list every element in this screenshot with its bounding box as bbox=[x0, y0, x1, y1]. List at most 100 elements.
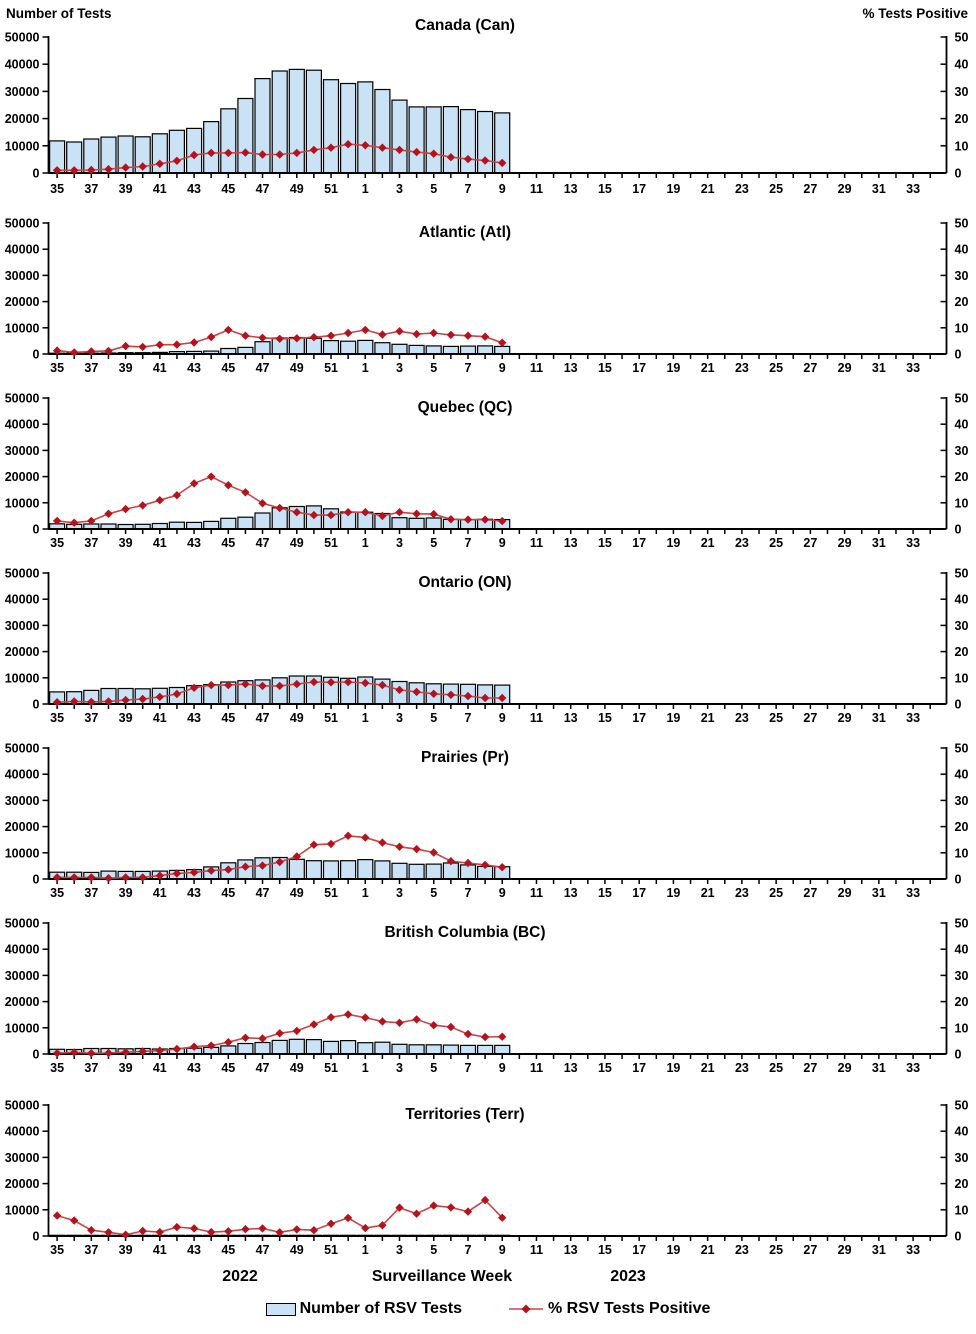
chart-text: 31 bbox=[872, 711, 886, 725]
bar bbox=[322, 860, 340, 880]
chart-text: 1 bbox=[362, 886, 369, 900]
chart-text: 20000 bbox=[5, 645, 40, 659]
chart-text: 10 bbox=[955, 321, 969, 335]
chart-text: 25 bbox=[769, 182, 783, 196]
axes bbox=[42, 36, 948, 178]
chart-text: 39 bbox=[119, 361, 133, 375]
chart-text: 31 bbox=[872, 182, 886, 196]
chart-text: 11 bbox=[530, 182, 543, 196]
pct-positive-line bbox=[52, 140, 507, 175]
chart-text: 0 bbox=[33, 698, 40, 712]
diamond-marker bbox=[412, 844, 421, 854]
chart-text: 20000 bbox=[5, 820, 40, 834]
diamond-marker bbox=[361, 833, 370, 842]
panel-title: Atlantic (Atl) bbox=[419, 224, 511, 241]
chart-text: 50 bbox=[955, 1099, 969, 1113]
bar bbox=[442, 1044, 459, 1055]
diamond-marker bbox=[429, 848, 438, 857]
chart-text: 11 bbox=[530, 711, 543, 725]
diamond-marker bbox=[155, 692, 164, 702]
diamond-marker bbox=[326, 1013, 336, 1022]
chart-text: 17 bbox=[632, 886, 646, 900]
chart-text: 51 bbox=[324, 182, 338, 196]
bar bbox=[322, 79, 340, 174]
diamond-marker bbox=[121, 163, 130, 172]
diamond-marker bbox=[87, 165, 96, 175]
chart-text: 33 bbox=[906, 886, 920, 900]
chart-text: 43 bbox=[187, 182, 201, 196]
bar bbox=[442, 862, 459, 880]
diamond-marker bbox=[155, 496, 164, 505]
x-axis-caption-row: 2022 Surveillance Week 2023 bbox=[0, 1268, 976, 1290]
diamond-marker bbox=[275, 1029, 284, 1038]
chart-text: 23 bbox=[735, 711, 749, 725]
chart-text: 11 bbox=[530, 361, 543, 375]
chart-text: 21 bbox=[701, 886, 715, 900]
bar bbox=[340, 1040, 357, 1055]
bar bbox=[288, 1038, 305, 1055]
chart-text: 30 bbox=[955, 969, 969, 983]
bar bbox=[425, 345, 442, 355]
bar bbox=[340, 340, 357, 355]
chart-text: 5 bbox=[430, 1243, 437, 1257]
chart-text: 21 bbox=[701, 361, 715, 375]
chart-text: 43 bbox=[187, 886, 201, 900]
chart-text: 13 bbox=[564, 182, 578, 196]
diamond-marker bbox=[395, 1018, 404, 1027]
chart-text: 40 bbox=[955, 1125, 969, 1139]
chart-text: 0 bbox=[955, 523, 962, 537]
chart-text: 47 bbox=[256, 536, 270, 550]
chart-text: 35 bbox=[50, 1061, 64, 1075]
chart-text: 10000 bbox=[5, 496, 40, 510]
diamond-marker bbox=[52, 166, 62, 175]
chart-text: 3 bbox=[396, 1061, 403, 1075]
diamond-marker bbox=[241, 148, 250, 157]
bar bbox=[425, 863, 442, 880]
bar bbox=[357, 339, 374, 355]
chart-text: 10000 bbox=[5, 139, 40, 153]
chart-text: 50000 bbox=[5, 31, 40, 45]
chart-text: 19 bbox=[666, 182, 680, 196]
chart-text: 15 bbox=[598, 182, 612, 196]
chart-text: 50000 bbox=[5, 567, 40, 581]
chart-text: 47 bbox=[256, 182, 270, 196]
bar bbox=[494, 345, 511, 355]
bar bbox=[220, 108, 237, 174]
chart-text: 17 bbox=[632, 711, 646, 725]
pct-positive-line bbox=[52, 325, 507, 357]
diamond-marker bbox=[258, 499, 267, 508]
chart-text: 49 bbox=[290, 886, 304, 900]
bar bbox=[374, 1041, 391, 1055]
chart-text: 10 bbox=[955, 846, 969, 860]
diamond-marker bbox=[463, 154, 473, 164]
bar bbox=[408, 517, 425, 530]
bar bbox=[408, 1044, 425, 1055]
chart-text: 43 bbox=[187, 536, 201, 550]
chart-text: 20 bbox=[955, 470, 969, 484]
chart-text: 45 bbox=[221, 182, 235, 196]
bar bbox=[459, 345, 477, 355]
chart-text: 50 bbox=[955, 217, 969, 231]
chart-text: 49 bbox=[290, 711, 304, 725]
diamond-marker bbox=[258, 333, 267, 342]
diamond-marker bbox=[378, 1017, 387, 1026]
chart-text: 37 bbox=[84, 1243, 98, 1257]
chart-text: 23 bbox=[735, 182, 749, 196]
diamond-marker bbox=[446, 153, 456, 162]
chart-text: 45 bbox=[221, 536, 235, 550]
bar bbox=[357, 81, 374, 174]
chart-text: 20000 bbox=[5, 1177, 40, 1191]
chart-text: 0 bbox=[33, 348, 40, 362]
bar bbox=[340, 860, 357, 880]
diamond-marker bbox=[224, 148, 233, 158]
bar bbox=[357, 1042, 374, 1055]
diamond-marker bbox=[172, 1044, 182, 1054]
chart-text: 37 bbox=[84, 361, 98, 375]
bar bbox=[459, 1044, 477, 1055]
chart-text: 41 bbox=[153, 1243, 167, 1257]
chart-text: 49 bbox=[290, 182, 304, 196]
legend-item-tests: Number of RSV Tests bbox=[265, 1300, 462, 1318]
diamond-marker bbox=[207, 148, 216, 158]
chart-text: 29 bbox=[838, 711, 852, 725]
